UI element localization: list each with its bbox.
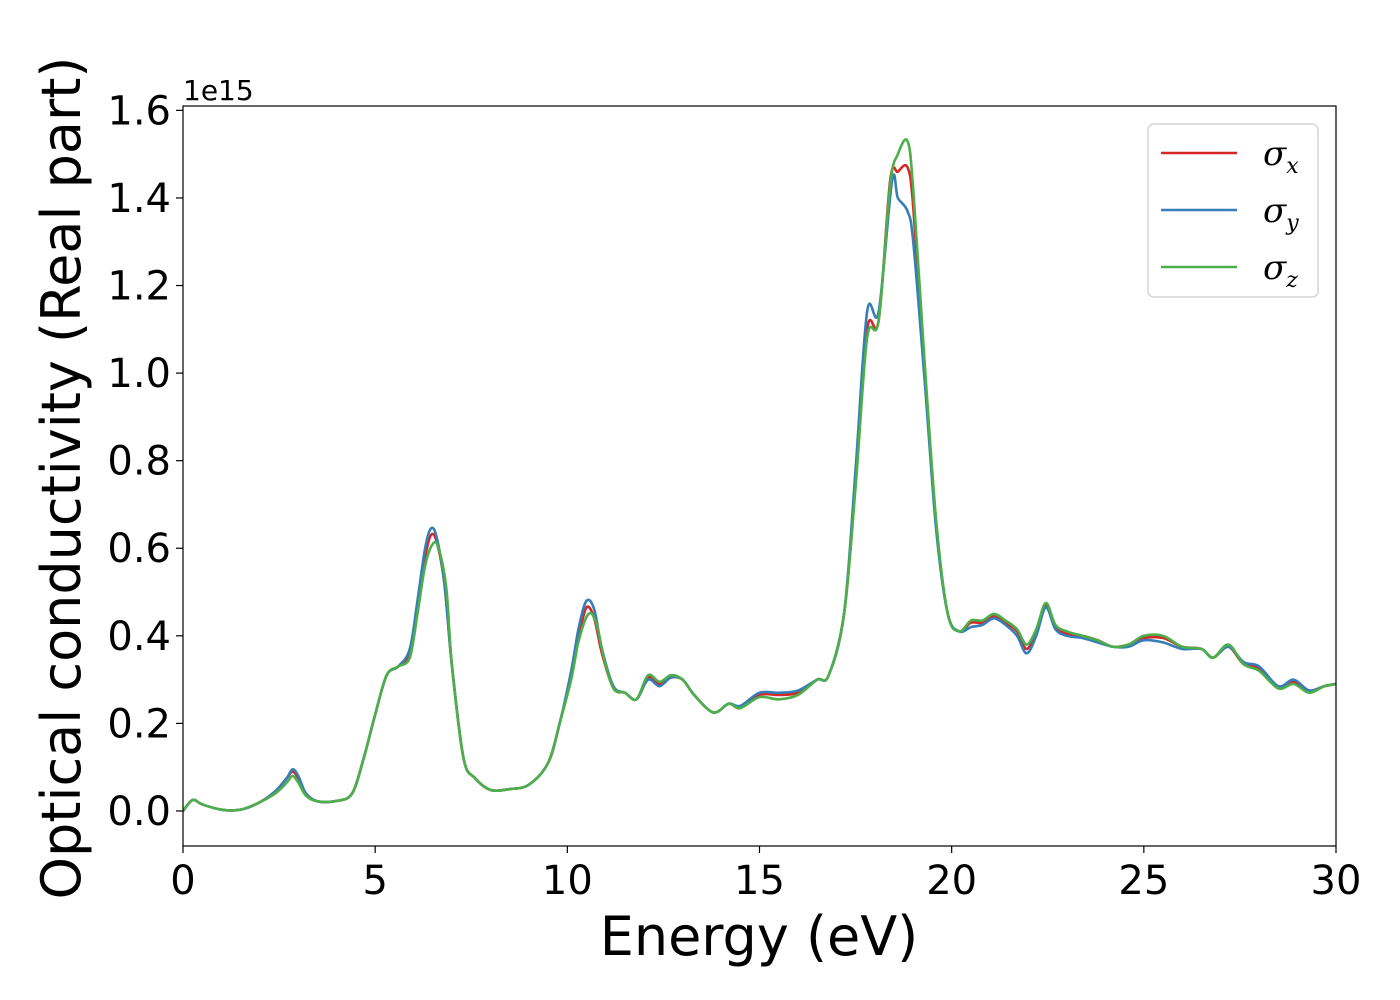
legend-label-y: σy (1263, 191, 1299, 236)
x-tick-label: 25 (1118, 858, 1169, 904)
y-axis-ticks: 0.0 0.2 0.4 0.6 0.8 1.0 1.2 1.4 1.6 (107, 88, 183, 835)
y-tick-label: 1.6 (107, 88, 171, 134)
series-line-z (183, 138, 1336, 813)
x-tick-label: 5 (362, 858, 387, 904)
x-axis-ticks: 0 5 10 15 20 25 30 (170, 846, 1361, 904)
x-tick-label: 0 (170, 858, 195, 904)
x-tick-label: 30 (1311, 858, 1362, 904)
legend-label-x: σx (1263, 134, 1299, 179)
x-axis-title: Energy (eV) (600, 905, 919, 968)
x-tick-label: 10 (542, 858, 593, 904)
legend-label-z: σz (1263, 248, 1298, 293)
x-tick-label: 20 (926, 858, 977, 904)
y-tick-label: 0.8 (107, 439, 171, 485)
y-tick-label: 0.2 (107, 701, 171, 747)
y-tick-label: 1.2 (107, 264, 171, 310)
x-tick-label: 15 (734, 858, 785, 904)
y-tick-label: 0.0 (107, 789, 171, 835)
y-tick-label: 0.4 (107, 614, 171, 660)
y-tick-label: 1.4 (107, 176, 171, 222)
legend: σx σy σz (1147, 123, 1319, 298)
y-offset-label: 1e15 (183, 74, 254, 107)
y-tick-label: 1.0 (107, 351, 171, 397)
series-layer (183, 138, 1336, 813)
legend-items: σx σy σz (1161, 134, 1299, 293)
y-axis-title: Optical conductivity (Real part) (30, 57, 93, 900)
y-tick-label: 0.6 (107, 526, 171, 572)
